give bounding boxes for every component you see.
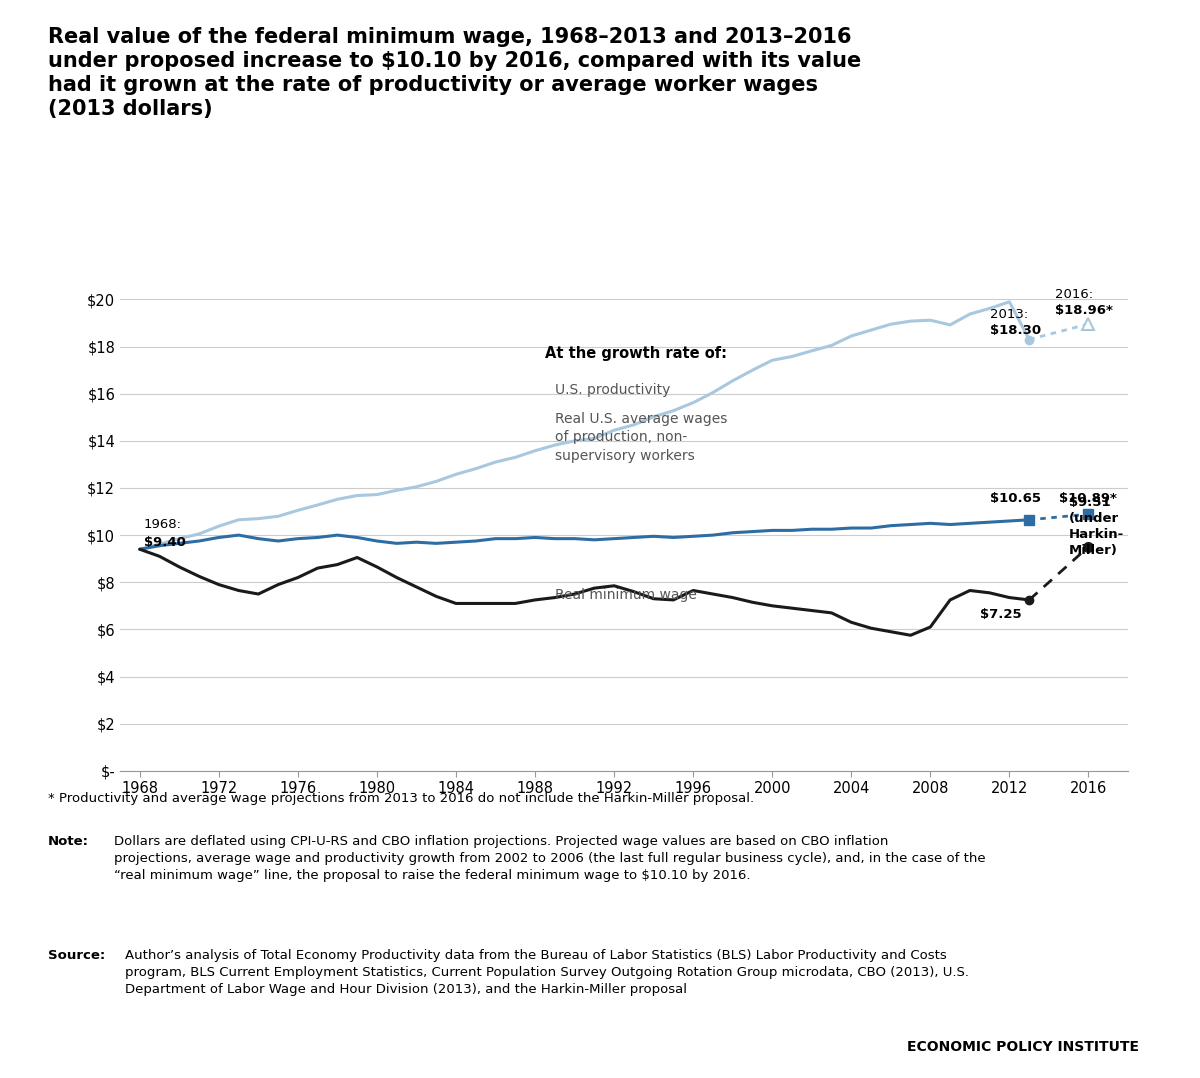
- Text: 1968:: 1968:: [144, 519, 181, 531]
- Text: At the growth rate of:: At the growth rate of:: [545, 346, 727, 361]
- Text: $7.25: $7.25: [979, 608, 1021, 621]
- Text: Note:: Note:: [48, 835, 89, 848]
- Text: Author’s analysis of Total Economy Productivity data from the Bureau of Labor St: Author’s analysis of Total Economy Produ…: [125, 949, 968, 996]
- Text: * Productivity and average wage projections from 2013 to 2016 do not include the: * Productivity and average wage projecti…: [48, 792, 754, 805]
- Text: ECONOMIC POLICY INSTITUTE: ECONOMIC POLICY INSTITUTE: [907, 1040, 1139, 1053]
- Text: Source:: Source:: [48, 949, 106, 962]
- Text: $18.96*: $18.96*: [1055, 304, 1112, 317]
- Text: $10.89*: $10.89*: [1058, 493, 1117, 506]
- Text: Real minimum wage: Real minimum wage: [554, 588, 697, 602]
- Text: Real value of the federal minimum wage, 1968–2013 and 2013–2016
under proposed i: Real value of the federal minimum wage, …: [48, 27, 862, 119]
- Text: Dollars are deflated using CPI-U-RS and CBO inflation projections. Projected wag: Dollars are deflated using CPI-U-RS and …: [114, 835, 985, 883]
- Text: U.S. productivity: U.S. productivity: [554, 383, 670, 397]
- Text: $10.65: $10.65: [990, 493, 1040, 506]
- Text: Real U.S. average wages
of production, non-
supervisory workers: Real U.S. average wages of production, n…: [554, 412, 727, 462]
- Text: $9.40: $9.40: [144, 536, 186, 549]
- Text: 2013:: 2013:: [990, 308, 1028, 321]
- Text: $18.30: $18.30: [990, 323, 1040, 336]
- Text: $9.51
(under
Harkin-
Miller): $9.51 (under Harkin- Miller): [1069, 496, 1124, 557]
- Text: 2016:: 2016:: [1055, 288, 1093, 301]
